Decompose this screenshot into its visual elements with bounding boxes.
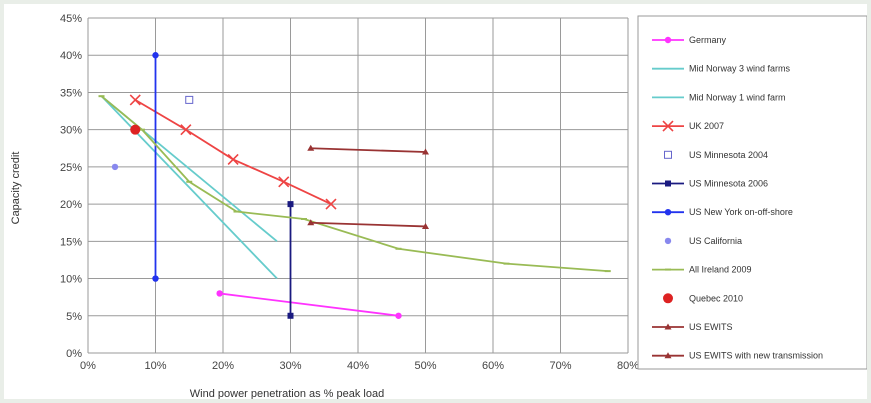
x-tick-label: 80% [617,360,639,372]
series-group [185,95,194,104]
x-tick-label: 70% [549,360,571,372]
data-point [664,150,672,159]
data-point [216,290,223,297]
data-point [287,201,294,208]
legend-label: UK 2007 [689,121,724,131]
data-point [664,323,672,330]
data-point [395,312,402,319]
data-point [152,275,159,282]
y-tick-label: 40% [60,50,82,62]
series-group [216,290,402,319]
data-point [130,124,141,135]
series-line [219,292,399,317]
series-line [310,147,426,153]
legend-item: US New York on-off-shore [652,207,793,217]
y-tick-label: 20% [60,199,82,211]
data-point [307,144,315,151]
data-point [129,94,141,106]
series-layer [98,52,611,319]
y-tick-label: 10% [60,274,82,286]
series-line [100,95,278,280]
legend-label: Mid Norway 1 wind farm [689,92,786,102]
data-point [664,237,672,245]
legend-item: UK 2007 [652,120,724,132]
legend-label: Mid Norway 3 wind farms [689,64,791,74]
x-tick-label: 60% [482,360,504,372]
series-line [134,99,332,205]
y-tick-label: 25% [60,162,82,174]
series-group [307,144,429,155]
legend-item: All Ireland 2009 [652,265,752,275]
series-group [130,124,141,135]
data-point [325,198,337,210]
legend-item: US Minnesota 2006 [652,179,768,189]
legend-label: US Minnesota 2004 [689,150,768,160]
series-line [310,221,426,228]
legend-label: US California [689,236,742,246]
series-group [287,201,294,319]
legend-item: US Minnesota 2004 [664,150,768,160]
series-group [129,94,337,210]
legend-item: Mid Norway 1 wind farm [652,92,786,102]
legend-items: Germany Mid Norway 3 wind farms Mid Norway… [652,35,823,361]
data-point [662,120,674,132]
data-point [664,36,672,44]
data-point [152,52,159,59]
legend-label: Quebec 2010 [689,293,743,303]
series-group [100,95,278,280]
series-group [98,95,611,273]
y-tick-label: 35% [60,87,82,99]
data-point [307,219,315,226]
axes-layer: 0% 10% 20% 30% 40% 50% 60% 70% 80% 0% 5% 10% 15% 20% 2… [60,13,639,372]
x-tick-label: 50% [414,360,436,372]
legend-item: Germany [652,35,727,45]
x-tick-label: 10% [144,360,166,372]
data-point [111,163,119,171]
data-point [185,95,194,104]
x-tick-label: 40% [347,360,369,372]
y-tick-label: 15% [60,236,82,248]
y-tick-label: 0% [66,348,82,360]
x-tick-label: 0% [80,360,96,372]
legend-label: Germany [689,35,727,45]
y-tick-label: 45% [60,13,82,25]
legend-label: US EWITS [689,322,733,332]
legend-item: US California [664,236,742,246]
legend-box [637,15,867,370]
data-point [422,148,429,155]
x-tick-label: 30% [279,360,301,372]
x-axis-title: Wind power penetration as % peak load [190,388,384,399]
data-point [422,222,429,229]
x-tick-label: 20% [212,360,234,372]
data-point [664,352,672,359]
grid-layer [87,17,629,354]
data-point [665,180,671,187]
data-point [278,176,290,188]
data-point [287,312,294,319]
legend-label: US Minnesota 2006 [689,179,768,189]
legend-label: All Ireland 2009 [689,265,752,275]
chart-figure: 0% 10% 20% 30% 40% 50% 60% 70% 80% 0% 5% 10% 15% 20% 2… [4,4,867,399]
series-group [307,219,429,229]
y-tick-label: 5% [66,311,82,323]
legend-label: US EWITS with new transmission [689,351,823,361]
legend-item: US EWITS with new transmission [652,351,823,361]
data-point [664,209,672,216]
series-group [111,163,119,171]
legend-item: US EWITS [652,322,733,332]
y-axis-title: Capacity credit [10,152,22,225]
legend-item: Mid Norway 3 wind farms [652,64,791,74]
data-point [663,293,673,304]
chart-svg: 0% 10% 20% 30% 40% 50% 60% 70% 80% 0% 5% 10% 15% 20% 2… [10,13,867,399]
legend: Germany Mid Norway 3 wind farms Mid Norway… [637,15,867,370]
data-point [180,124,192,136]
data-point [227,153,239,166]
series-group [152,52,159,282]
legend-item: Quebec 2010 [663,293,743,304]
series-line [100,95,608,273]
y-tick-label: 30% [60,125,82,137]
legend-label: US New York on-off-shore [689,207,793,217]
